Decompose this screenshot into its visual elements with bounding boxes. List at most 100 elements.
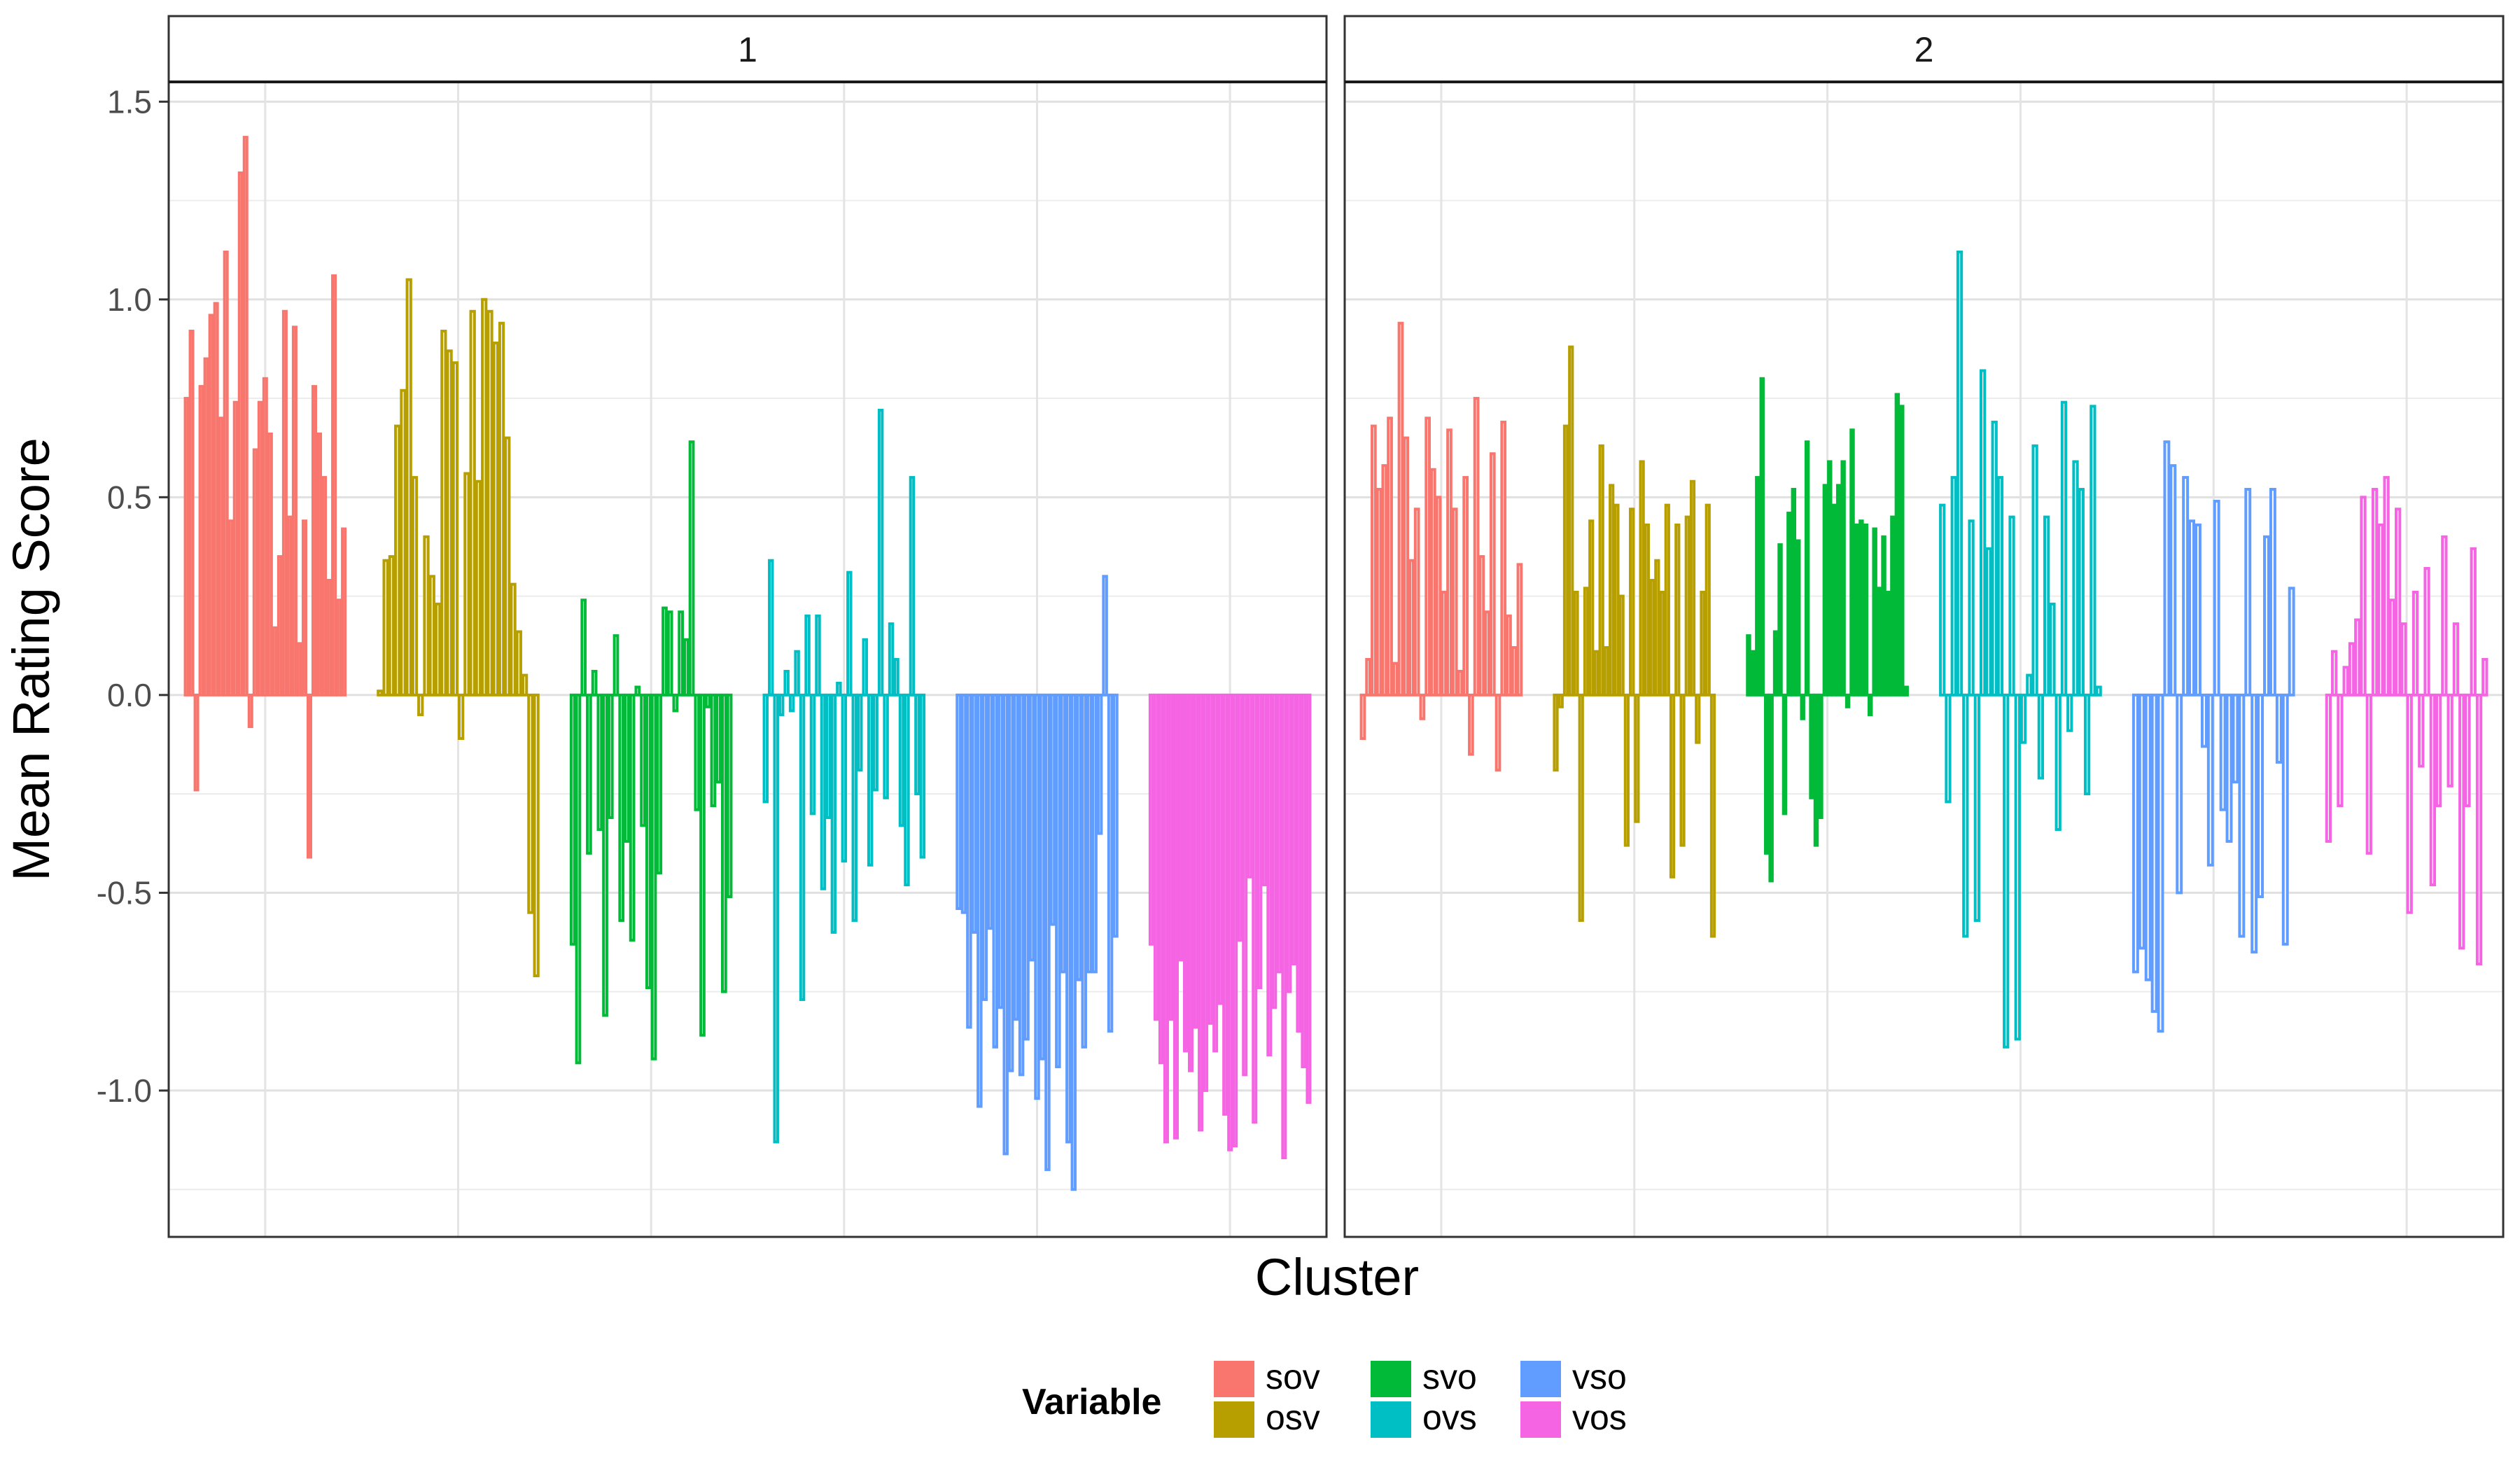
bar-svo [704,693,711,708]
bar-svo [1849,428,1855,696]
bar-sov [1494,693,1502,772]
bar-vso [1023,693,1030,1041]
bar-sov [247,693,253,729]
bar-sov [257,400,263,696]
bar-ovs [1950,476,1957,696]
bar-vso [2144,693,2152,981]
bar-ovs [888,622,895,696]
bar-vso [1049,693,1056,926]
bar-ovs [799,693,806,1001]
bar-vos [1177,693,1184,962]
bar-ovs [857,693,863,772]
bar-ovs [762,693,769,804]
bar-osv [1558,693,1564,708]
bar-osv [1573,590,1579,696]
bar-ovs [2043,515,2050,696]
bar-osv [434,602,442,696]
bar-osv [1568,345,1574,696]
bar-sov [1435,496,1442,696]
bar-svo [694,693,701,811]
bar-vso [2176,693,2183,895]
bar-svo [1894,393,1900,696]
bar-sov [1424,416,1431,696]
bar-vos [2371,488,2379,696]
bar-svo [678,610,684,696]
bar-vso [2275,693,2283,764]
bar-osv [1644,523,1650,696]
bar-vso [1076,693,1082,981]
bar-ovs [841,693,848,863]
bar-ovs [2072,460,2079,696]
bar-svo [1759,377,1765,696]
bar-sov [208,314,214,696]
bar-osv [1654,559,1660,696]
bar-ovs [1945,693,1952,804]
bar-sov [1451,507,1458,696]
bar-osv [440,329,447,696]
bar-vos [1256,693,1263,990]
bar-vos [1222,693,1228,1116]
bar-svo [1818,693,1823,820]
bar-sov [237,171,244,696]
bar-vos [1183,693,1189,1053]
bar-svo [721,693,727,993]
bar-vso [2250,693,2258,954]
bar-vos [1227,693,1233,1152]
bar-sov [267,432,273,696]
bar-vos [2360,496,2367,696]
bar-svo [1800,693,1805,720]
bar-ovs [883,693,889,799]
bar-osv [388,555,396,696]
series-sov [183,136,347,859]
y-axis: 1.5 1.0 0.5 0.0 -0.5 -1.0 [97,83,169,1109]
bar-sov [227,519,234,696]
bar-sov [1468,693,1474,756]
bar-vos [2342,666,2349,696]
bar-vos [2383,476,2390,696]
bar-ovs [804,614,811,696]
bar-sov [1473,397,1480,696]
bar-sov [272,626,278,696]
bar-vos [1148,693,1154,946]
bar-svo [1777,543,1783,696]
bar-osv [446,349,453,696]
legend-key-osv [1214,1401,1254,1438]
bar-svo [586,693,592,855]
series-vso [955,575,1119,1191]
bar-svo [1755,476,1760,696]
y-tick-label: 0.0 [107,677,152,713]
bar-osv [1629,507,1635,696]
bar-vos [1153,693,1159,1021]
bar-svo [1782,693,1788,816]
bar-vso [2194,523,2202,696]
bar-ovs [919,693,926,859]
bar-vso [1096,693,1103,835]
bar-vos [1266,693,1273,1057]
bar-sov [1365,658,1372,696]
bar-ovs [820,693,827,890]
bar-ovs [836,681,842,696]
legend-entry-vso: vso [1520,1357,1627,1397]
bar-vso [2163,440,2171,696]
bar-vos [2435,693,2442,808]
bar-vos [2365,693,2372,855]
bar-vos [1232,693,1238,1148]
bar-osv [521,673,528,696]
bar-sov [203,357,209,696]
bar-sov [331,274,337,696]
bar-ovs [773,693,779,1144]
bar-svo [591,669,598,696]
bar-ovs [815,614,821,696]
bar-vso [971,693,978,934]
bar-vos [2470,547,2477,696]
bar-vos [1193,693,1199,1029]
bar-osv [411,476,419,696]
bar-osv [417,693,424,717]
bar-vso [2182,476,2190,696]
bar-vso [1002,693,1009,1156]
bar-ovs [2095,685,2102,696]
bar-svo [1746,634,1751,696]
bar-osv [423,535,430,696]
